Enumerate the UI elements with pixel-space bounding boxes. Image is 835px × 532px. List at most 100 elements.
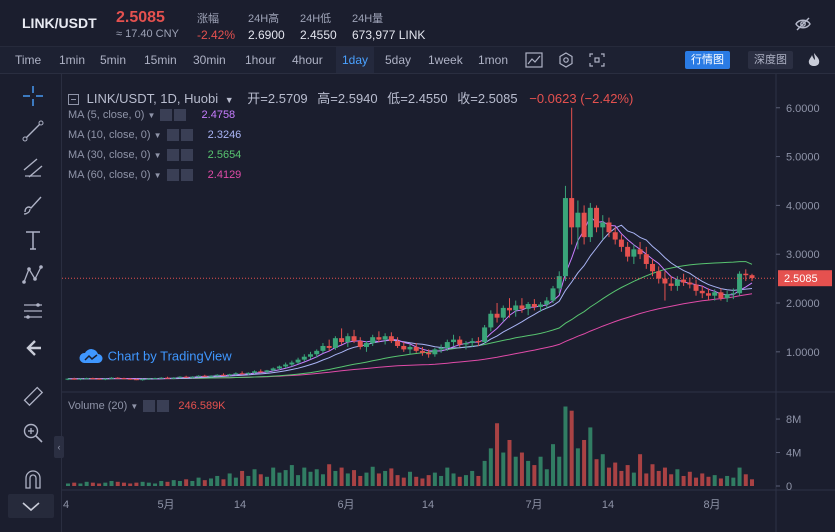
volume-bar: [606, 467, 611, 486]
back-arrow-icon[interactable]: [21, 336, 45, 360]
interval-1mon[interactable]: 1mon: [478, 53, 509, 67]
volume-bar: [439, 475, 444, 486]
flame-icon[interactable]: [806, 52, 822, 69]
gear-icon[interactable]: [143, 400, 156, 413]
close-icon[interactable]: [180, 129, 193, 142]
volume-bar: [638, 454, 643, 486]
ma10-value: 2.3246: [207, 129, 242, 141]
volume-bar: [445, 467, 450, 486]
gear-icon[interactable]: [160, 109, 173, 122]
interval-4hour[interactable]: 4hour: [292, 53, 323, 67]
candle-body: [65, 378, 71, 380]
parallel-channel-icon[interactable]: [21, 156, 45, 180]
cloud-logo-icon: [79, 349, 103, 363]
interval-1hour[interactable]: 1hour: [245, 53, 276, 67]
candle-body: [482, 327, 488, 343]
candle-body: [96, 378, 102, 380]
volume-bar: [364, 472, 369, 486]
candlestick-chart[interactable]: 6.00005.00004.00003.00002.00001.00008M4M…: [62, 74, 835, 532]
volume-bar: [451, 473, 456, 486]
collapse-toolbar-button[interactable]: ‹: [54, 436, 64, 458]
ma10-legend[interactable]: MA (10, close, 0) ▼ 2.3246: [68, 129, 242, 142]
volume-label: Volume (20): [68, 400, 128, 412]
gear-icon[interactable]: [166, 169, 179, 182]
tab-market-chart[interactable]: 行情图: [685, 51, 730, 69]
collapse-legend-icon[interactable]: [68, 94, 79, 106]
stat-label-low: 24H低: [300, 13, 332, 25]
volume-bar: [569, 410, 574, 486]
volume-bar: [401, 477, 406, 486]
candle-body: [183, 376, 189, 378]
crosshair-icon[interactable]: [21, 84, 45, 108]
time-tick-label: 14: [602, 499, 614, 511]
volume-bar: [221, 479, 226, 486]
gear-icon[interactable]: [166, 129, 179, 142]
volume-tick-label: 8M: [786, 414, 801, 426]
interval-30min[interactable]: 30min: [193, 53, 226, 67]
volume-bar: [644, 473, 649, 486]
candle-body: [239, 373, 245, 375]
candle-body: [662, 278, 668, 284]
tradingview-watermark[interactable]: Chart by TradingView: [78, 348, 232, 366]
candle-body: [631, 249, 637, 257]
volume-bar: [613, 462, 618, 486]
expand-tools-button[interactable]: [8, 494, 54, 518]
volume-bar: [296, 475, 301, 486]
volume-bar: [495, 423, 500, 486]
ruler-icon[interactable]: [21, 384, 45, 408]
settings-icon[interactable]: [556, 51, 576, 69]
trend-line-icon[interactable]: [21, 119, 45, 143]
gear-icon[interactable]: [166, 149, 179, 162]
volume-bar: [476, 475, 481, 486]
high-value: 高=2.5940: [317, 91, 378, 106]
candle-body: [171, 377, 177, 379]
close-icon[interactable]: [180, 169, 193, 182]
text-tool-icon[interactable]: [21, 228, 45, 252]
series-title[interactable]: LINK/USDT, 1D, Huobi: [86, 91, 219, 106]
time-tick-label: 8月: [703, 499, 720, 511]
candle-body: [407, 346, 413, 350]
volume-bar: [557, 456, 562, 486]
volume-bar: [426, 475, 431, 486]
interval-1day[interactable]: 1day: [336, 47, 375, 73]
volume-bar: [408, 471, 412, 486]
candle-body: [587, 207, 593, 238]
volume-bar: [233, 477, 238, 486]
stat-value-volume: 673,977 LINK: [352, 28, 426, 42]
interval-time[interactable]: Time: [15, 53, 42, 67]
price-cny: ≈ 17.40 CNY: [116, 28, 179, 40]
volume-bar: [320, 474, 325, 486]
stat-value-low: 2.4550: [300, 28, 337, 42]
brush-icon[interactable]: [21, 192, 45, 216]
fib-retracement-icon[interactable]: [21, 300, 45, 324]
fullscreen-icon[interactable]: [587, 51, 607, 69]
magnet-icon[interactable]: [21, 468, 45, 492]
ma30-legend[interactable]: MA (30, close, 0) ▼ 2.5654: [68, 149, 242, 162]
volume-legend[interactable]: Volume (20) ▼ 246.589K: [68, 400, 226, 413]
symbol-name[interactable]: LINK/USDT: [22, 15, 97, 31]
volume-bar: [575, 448, 580, 486]
volume-bar: [594, 459, 599, 486]
eye-off-icon[interactable]: [794, 15, 812, 33]
volume-bar: [215, 475, 220, 486]
indicator-icon[interactable]: [524, 51, 544, 69]
ma60-legend[interactable]: MA (60, close, 0) ▼ 2.4129: [68, 169, 242, 182]
interval-1min[interactable]: 1min: [59, 53, 86, 67]
volume-bar: [345, 473, 350, 486]
close-icon[interactable]: [174, 109, 187, 122]
volume-bar: [501, 452, 506, 486]
candle-body: [326, 345, 332, 348]
price-tick-label: 5.0000: [786, 152, 820, 164]
chart-pane[interactable]: 6.0000 5.0000 4.0000 3.0000 2.0000 1.0000 8M 4M…: [54, 74, 835, 532]
close-icon[interactable]: [157, 400, 170, 413]
volume-bar: [370, 466, 375, 486]
interval-15min[interactable]: 15min: [144, 53, 177, 67]
ma5-legend[interactable]: MA (5, close, 0) ▼ 2.4758: [68, 109, 236, 122]
tab-depth-chart[interactable]: 深度图: [748, 51, 793, 69]
interval-5day[interactable]: 5day: [385, 53, 412, 67]
close-icon[interactable]: [180, 149, 193, 162]
pattern-icon[interactable]: [21, 263, 45, 287]
zoom-in-icon[interactable]: [21, 421, 45, 445]
interval-1week[interactable]: 1week: [428, 53, 463, 67]
interval-5min[interactable]: 5min: [100, 53, 127, 67]
